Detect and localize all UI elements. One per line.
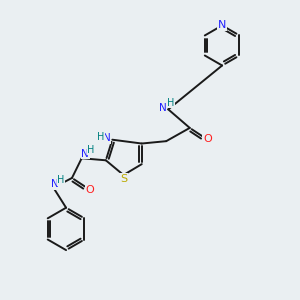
Text: O: O	[85, 185, 94, 195]
Text: S: S	[120, 174, 127, 184]
Text: N: N	[81, 149, 89, 159]
Text: H: H	[57, 175, 64, 185]
Text: N: N	[51, 179, 59, 189]
Text: O: O	[203, 134, 212, 144]
Text: N: N	[103, 133, 111, 143]
Text: H: H	[98, 132, 105, 142]
Text: N: N	[218, 20, 226, 30]
Text: H: H	[167, 98, 174, 108]
Text: N: N	[159, 103, 167, 113]
Text: H: H	[87, 145, 95, 155]
